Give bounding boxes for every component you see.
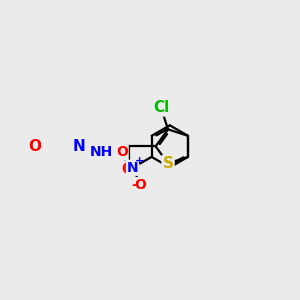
Text: -: - [131,178,137,192]
Text: NH: NH [90,145,113,159]
Text: N: N [72,139,85,154]
Text: N: N [127,161,139,175]
Text: +: + [135,156,144,166]
Text: O: O [28,139,41,154]
Text: Cl: Cl [153,100,169,116]
Text: O: O [135,178,146,192]
Text: S: S [163,156,173,171]
Text: O: O [116,145,128,159]
Text: O: O [121,162,134,177]
